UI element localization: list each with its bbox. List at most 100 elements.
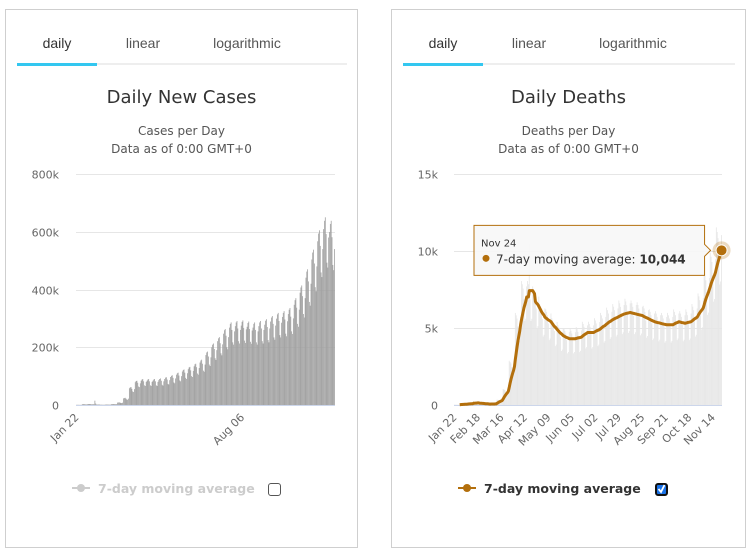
bar	[301, 285, 303, 405]
legend-label: 7-day moving average	[98, 480, 255, 496]
bar	[716, 232, 718, 405]
bar	[705, 280, 707, 405]
bar	[530, 320, 532, 405]
bar	[163, 381, 165, 405]
bar	[585, 348, 587, 405]
bar	[682, 341, 684, 405]
bar	[117, 402, 118, 405]
legend-item-moving-average[interactable]: 7-day moving average	[72, 478, 255, 498]
bar	[254, 322, 256, 405]
bar	[132, 391, 134, 405]
tab-linear[interactable]: linear	[125, 35, 161, 51]
bar	[260, 320, 261, 405]
bar	[674, 311, 675, 405]
bar	[576, 329, 578, 405]
bar	[630, 300, 632, 405]
bar	[161, 384, 163, 405]
bar	[632, 306, 634, 405]
bar	[170, 376, 171, 405]
chart-title: Daily Deaths	[510, 87, 627, 108]
moving-average-checkbox[interactable]	[655, 483, 668, 496]
bar	[218, 337, 220, 405]
bar	[213, 348, 215, 405]
bar	[628, 331, 630, 405]
bar	[115, 404, 117, 405]
bar	[317, 241, 319, 405]
bar	[514, 362, 515, 405]
bar	[570, 330, 572, 405]
bar	[212, 344, 213, 405]
bar	[245, 329, 247, 405]
bar	[222, 344, 224, 405]
bar	[587, 325, 588, 405]
bar	[649, 311, 651, 405]
bar	[162, 385, 164, 405]
legend-item-moving-average[interactable]: 7-day moving average	[458, 478, 641, 498]
bar	[113, 404, 115, 405]
bar	[192, 376, 193, 405]
bar	[601, 318, 603, 405]
bar	[588, 323, 590, 405]
bar	[229, 323, 231, 405]
bar	[287, 321, 288, 405]
tab-logarithmic[interactable]: logarithmic	[213, 35, 281, 51]
bar	[147, 379, 149, 405]
bar	[702, 298, 704, 405]
bar	[136, 380, 138, 405]
bar	[151, 381, 153, 405]
moving-average-checkbox[interactable]	[268, 483, 281, 496]
bar	[334, 249, 335, 405]
bar	[681, 325, 683, 405]
bar	[299, 292, 301, 405]
tab-linear[interactable]: linear	[511, 35, 547, 51]
bar	[560, 337, 561, 405]
bar	[168, 384, 170, 405]
tooltip: Nov 24 7-day moving average: 10,044	[473, 224, 712, 276]
bar	[686, 311, 688, 405]
bar	[176, 374, 177, 405]
tab-daily[interactable]: daily	[403, 30, 483, 66]
tabs-divider	[403, 63, 735, 65]
bar	[575, 327, 577, 405]
bar	[697, 293, 699, 405]
bar	[233, 344, 235, 405]
bar	[304, 298, 306, 405]
x-tick-label: Jan 22	[47, 411, 81, 445]
bar	[83, 404, 85, 405]
bar	[164, 379, 166, 405]
bar	[543, 334, 545, 405]
bar	[289, 307, 291, 405]
bar	[146, 380, 148, 405]
bar	[223, 333, 224, 405]
bar	[266, 327, 268, 405]
bar	[98, 404, 100, 405]
bar	[524, 320, 526, 405]
bar	[210, 357, 212, 405]
bar	[580, 350, 581, 405]
bar	[276, 318, 277, 405]
bar	[670, 342, 672, 405]
bar	[594, 320, 596, 405]
bar	[316, 266, 318, 405]
hover-point-marker[interactable]	[715, 244, 728, 257]
bar	[709, 252, 711, 405]
bar	[261, 341, 263, 405]
bar	[165, 377, 167, 405]
bar	[267, 340, 269, 405]
bar	[173, 382, 175, 405]
tab-logarithmic[interactable]: logarithmic	[599, 35, 667, 51]
bar	[550, 313, 552, 405]
bar	[701, 327, 703, 405]
bar	[520, 316, 521, 405]
bar	[526, 286, 528, 405]
tab-daily[interactable]: daily	[17, 30, 97, 66]
bar	[277, 312, 279, 405]
bar	[195, 363, 197, 405]
bar	[321, 277, 323, 405]
bar	[205, 355, 207, 405]
tooltip-date: Nov 24	[481, 238, 516, 249]
bar	[96, 404, 97, 405]
bar	[148, 379, 150, 405]
bar	[266, 319, 267, 405]
bar	[589, 326, 591, 405]
